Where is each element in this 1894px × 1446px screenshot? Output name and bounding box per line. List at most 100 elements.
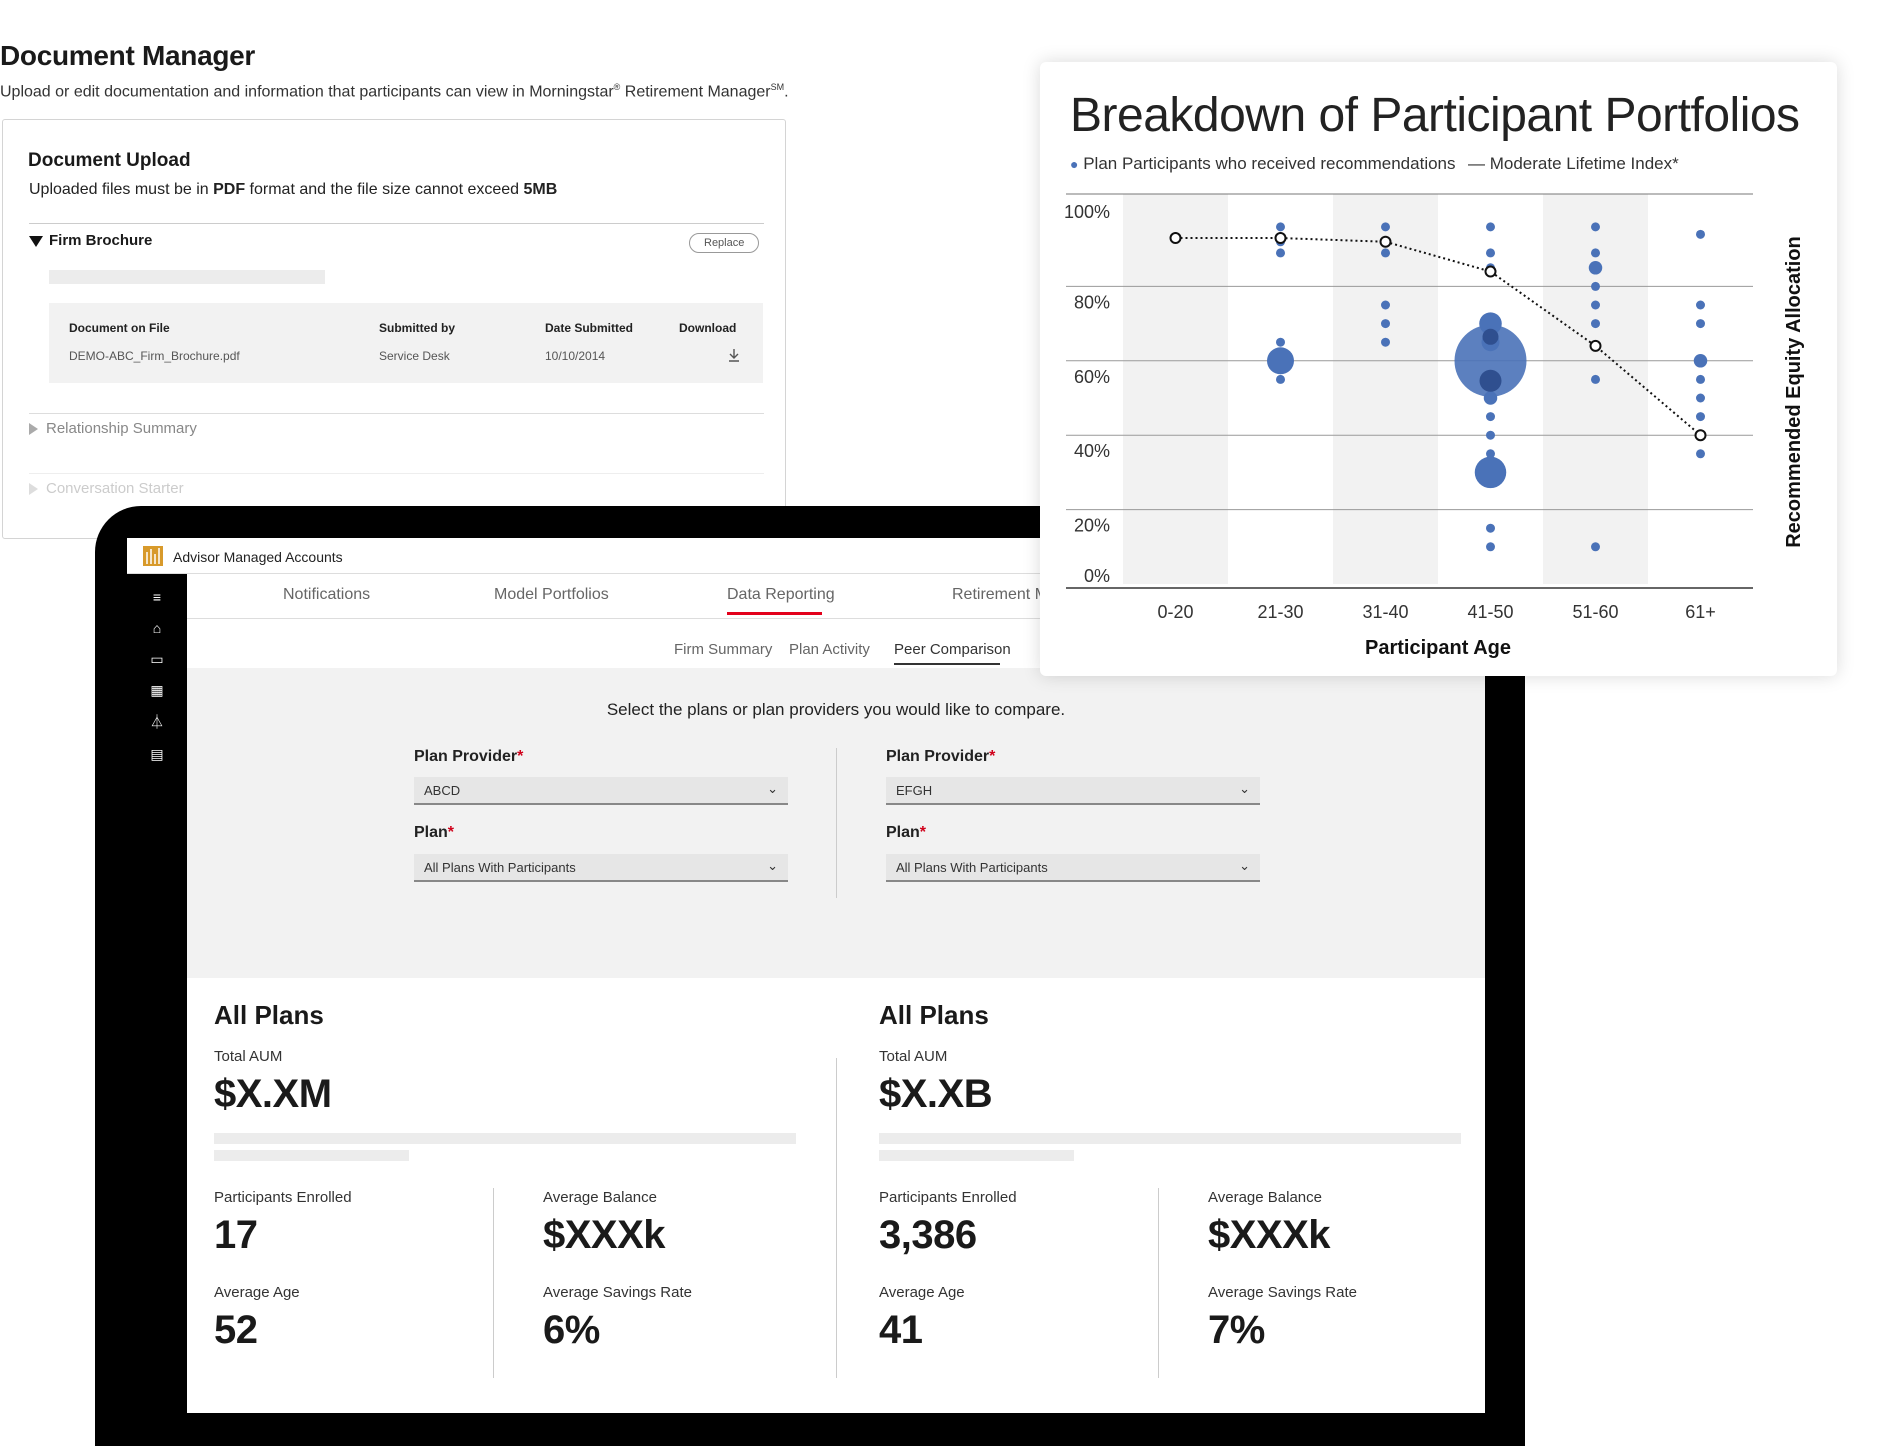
cell-document[interactable]: DEMO-ABC_Firm_Brochure.pdf [69,349,240,363]
participant-point [1276,337,1285,347]
left-provider-select[interactable]: ABCD ⌄ [414,777,788,805]
index-point [1589,339,1602,352]
document-table: Document on File Submitted by Date Submi… [49,303,763,383]
col-document: Document on File [69,321,170,335]
participant-point [1588,261,1603,275]
folder-icon[interactable]: ▭ [150,651,164,667]
grid-icon[interactable]: ▦ [150,682,164,698]
menu-icon[interactable]: ≡ [152,589,162,605]
y-tick-label: 80% [1074,292,1110,312]
participant-point [1381,222,1390,232]
subtab-firm-summary[interactable]: Firm Summary [674,641,773,658]
right-plan-label: Plan* [886,824,927,841]
x-tick-label: 61+ [1685,602,1716,622]
left-plan-label: Plan* [414,824,455,841]
x-axis-title: Participant Age [1365,637,1511,659]
participant-point [1276,222,1285,232]
left-age-label: Average Age [214,1284,300,1301]
left-balance-value: $XXXk [543,1213,666,1257]
dash-icon: — [1468,154,1485,173]
y-tick-label: 40% [1074,441,1110,461]
column-band [1123,194,1228,584]
chevron-down-icon: ⌄ [767,858,778,873]
subtab-peer-comparison[interactable]: Peer Comparison [894,641,1011,658]
participant-point [1591,319,1600,329]
left-balance-label: Average Balance [543,1189,657,1206]
relationship-summary-toggle[interactable]: Relationship Summary [29,420,197,437]
right-enrolled-label: Participants Enrolled [879,1189,1017,1206]
app-logo-icon [143,546,163,566]
right-balance-label: Average Balance [1208,1189,1322,1206]
left-provider-label: Plan Provider* [414,748,524,765]
caret-right-icon [29,423,38,436]
participant-point [1454,324,1527,397]
participant-point [1486,430,1495,440]
tab-model-portfolios[interactable]: Model Portfolios [494,586,609,603]
left-plan-select[interactable]: All Plans With Participants ⌄ [414,854,788,882]
document-icon[interactable]: ▤ [150,746,164,762]
divider [187,618,1485,619]
home-icon[interactable]: ⌂ [152,620,162,636]
firm-brochure-toggle[interactable]: Firm Brochure [29,232,152,249]
divider [29,223,764,224]
participant-point [1381,248,1390,258]
compare-panel: Select the plans or plan providers you w… [187,668,1485,978]
right-aum-label: Total AUM [879,1048,948,1065]
participant-point [1486,412,1495,422]
divider [29,473,764,474]
chart-card: Breakdown of Participant Portfolios ● Pl… [1040,62,1837,676]
right-provider-select[interactable]: EFGH ⌄ [886,777,1260,805]
index-line [1175,237,1702,436]
y-axis-title: Recommended Equity Allocation [1783,236,1805,548]
participant-point [1276,248,1285,258]
conversation-starter-toggle[interactable]: Conversation Starter [29,480,184,497]
x-tick-label: 31-40 [1362,602,1408,622]
scatter-chart: 100% 80% 60% 40% 20% 0% 0-20 21-30 31-40 41-50 51-… [1064,193,1805,659]
placeholder-bar [879,1150,1074,1161]
participant-point [1591,542,1600,552]
right-balance-value: $XXXk [1208,1213,1331,1257]
download-icon[interactable] [727,348,741,362]
tab-notifications[interactable]: Notifications [283,586,371,603]
participant-point [1696,319,1705,329]
right-savings-value: 7% [1208,1308,1265,1352]
divider [1158,1188,1159,1378]
index-point [1169,232,1182,245]
participant-point [1486,523,1495,533]
left-enrolled-label: Participants Enrolled [214,1189,352,1206]
participant-point [1591,281,1600,291]
participant-point [1381,319,1390,329]
placeholder-bar [879,1133,1461,1144]
column-band [1543,194,1648,584]
caret-right-icon [29,483,38,496]
y-tick-label: 20% [1074,516,1110,536]
participant-point [1381,337,1390,347]
replace-button[interactable]: Replace [689,233,760,253]
placeholder-bar [49,270,325,284]
document-upload-card: Document Upload Uploaded files must be i… [2,119,786,539]
right-plan-select[interactable]: All Plans With Participants ⌄ [886,854,1260,882]
right-savings-label: Average Savings Rate [1208,1284,1357,1301]
legend-index: — Moderate Lifetime Index* [1468,154,1679,173]
flask-icon[interactable]: ⏃ [150,714,164,730]
left-aum-value: $X.XM [214,1072,332,1116]
left-savings-label: Average Savings Rate [543,1284,692,1301]
active-subtab-indicator [894,663,1000,665]
page-subtitle: Upload or edit documentation and informa… [0,82,789,101]
app-name: Advisor Managed Accounts [173,549,343,565]
tab-retirement-manager[interactable]: Retirement Ma [952,586,1057,603]
x-tick-label: 21-30 [1257,602,1303,622]
participant-point [1591,248,1600,258]
participant-point [1486,222,1495,232]
index-point [1694,429,1707,442]
left-nav: ≡ ⌂ ▭ ▦ ⏃ ▤ [127,574,187,1413]
subtab-plan-activity[interactable]: Plan Activity [789,641,870,658]
col-download: Download [679,321,737,335]
x-tick-label: 51-60 [1572,602,1618,622]
chart-title: Breakdown of Participant Portfolios [1070,89,1800,142]
chevron-down-icon: ⌄ [1239,781,1250,796]
tab-data-reporting[interactable]: Data Reporting [727,586,835,603]
index-point [1484,265,1497,278]
participant-point [1591,374,1600,384]
participant-point [1693,354,1708,368]
